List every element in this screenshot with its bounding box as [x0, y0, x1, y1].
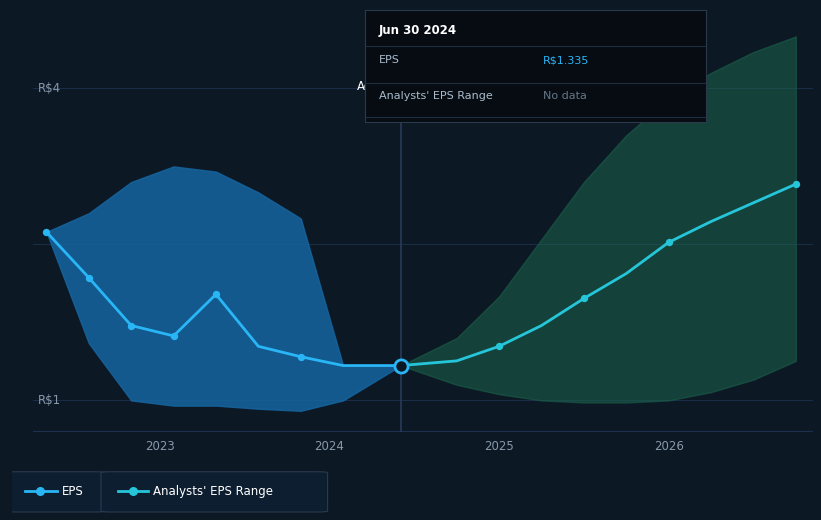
FancyBboxPatch shape	[7, 472, 106, 512]
Point	[507, 275, 521, 283]
Point	[125, 321, 138, 330]
Point	[789, 180, 802, 188]
Point	[394, 361, 407, 370]
Text: Jun 30 2024: Jun 30 2024	[379, 24, 457, 37]
Point	[40, 228, 53, 236]
Point	[82, 274, 95, 282]
Text: Analysts' EPS Range: Analysts' EPS Range	[153, 485, 273, 498]
Text: 2025: 2025	[484, 440, 514, 453]
Text: R$1: R$1	[38, 394, 61, 407]
Point	[209, 290, 222, 298]
Point	[167, 332, 180, 340]
Point	[294, 353, 307, 361]
Text: R$4: R$4	[38, 82, 61, 95]
Text: 2024: 2024	[314, 440, 345, 453]
Point	[662, 238, 675, 246]
Text: Analysts' EPS Range: Analysts' EPS Range	[379, 91, 493, 101]
Text: Analysts Forecasts: Analysts Forecasts	[407, 80, 517, 93]
Text: 2026: 2026	[654, 440, 684, 453]
Point	[577, 294, 590, 303]
Text: 2023: 2023	[145, 440, 175, 453]
Point	[493, 342, 506, 350]
Text: EPS: EPS	[62, 485, 83, 498]
Text: EPS: EPS	[379, 55, 400, 65]
Point	[394, 361, 407, 370]
FancyBboxPatch shape	[101, 472, 328, 512]
Text: No data: No data	[543, 91, 586, 101]
Text: R$1.335: R$1.335	[543, 55, 589, 65]
Text: Actual: Actual	[357, 80, 394, 93]
